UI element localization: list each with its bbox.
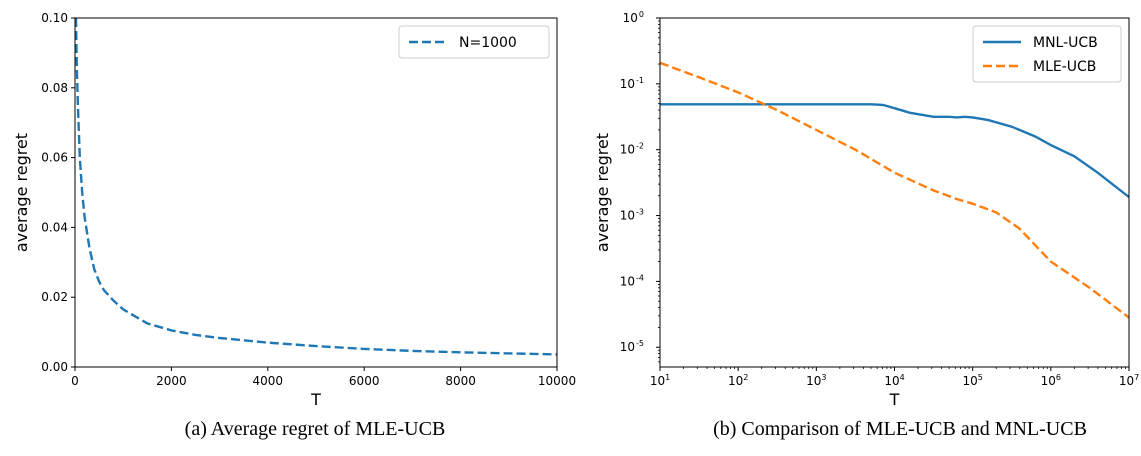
series-line-n=1000 [75,18,557,356]
legend-box [398,25,550,59]
legend: MNL-UCB MLE-UCB [972,25,1122,83]
y-tick-label: 10-2 [620,142,644,157]
x-tick-label: 103 [806,373,826,388]
series-line-mnl-ucb [660,103,1129,199]
x-axis-label: T [310,390,321,409]
y-tick-label: 10-5 [620,339,644,354]
y-tick-label: 0.00 [41,360,68,374]
x-tick-label: 10000 [538,374,576,388]
x-tick-label: 8000 [445,374,476,388]
y-axis-label: average regret [593,133,612,252]
x-tick-label: 2000 [156,374,187,388]
y-tick-label: 0.10 [41,11,68,25]
chart-average-regret-mle-ucb: 0 2000 4000 6000 8000 10000 0.00 0.02 0.04 0.06 0.… [12,11,576,409]
x-tick-label: 107 [1119,373,1139,388]
y-tick-label: 0.06 [41,151,68,165]
y-tick-label: 0.08 [41,81,68,95]
x-tick-label: 0 [71,374,79,388]
legend-label: MNL-UCB [1033,35,1098,51]
legend-label: MLE-UCB [1033,59,1096,75]
legend-box [972,25,1122,83]
x-tick-label: 104 [884,373,904,388]
x-tick-label: 4000 [253,374,284,388]
y-tick-label: 10-4 [620,273,644,288]
x-tick-label: 106 [1041,373,1061,388]
x-tick-label: 101 [650,373,670,388]
legend-label: N=1000 [459,35,517,51]
y-tick-label: 0.04 [41,220,68,234]
x-tick-label: 6000 [349,374,380,388]
y-tick-label: 0.02 [41,290,68,304]
y-axis-label: average regret [12,133,31,252]
y-tick-label: 10-3 [620,208,644,223]
legend: N=1000 [398,25,550,59]
chart-comparison-mle-mnl: 101 102 103 104 105 106 107 10-5 10-4 10-3 10-2 10-… [593,10,1139,409]
x-axis-label: T [889,390,900,409]
plot-frame [74,17,558,368]
series-line-mle-ucb [660,61,1129,319]
x-tick-label: 105 [962,373,982,388]
x-tick-label: 102 [728,373,748,388]
caption-a: (a) Average regret of MLE-UCB [184,418,446,440]
y-tick-label: 100 [623,10,644,25]
caption-b: (b) Comparison of MLE-UCB and MNL-UCB [713,418,1087,440]
y-tick-label: 10-1 [620,76,644,91]
figure-canvas: 0 2000 4000 6000 8000 10000 0.00 0.02 0.04 0.06 0.… [12,10,1139,409]
